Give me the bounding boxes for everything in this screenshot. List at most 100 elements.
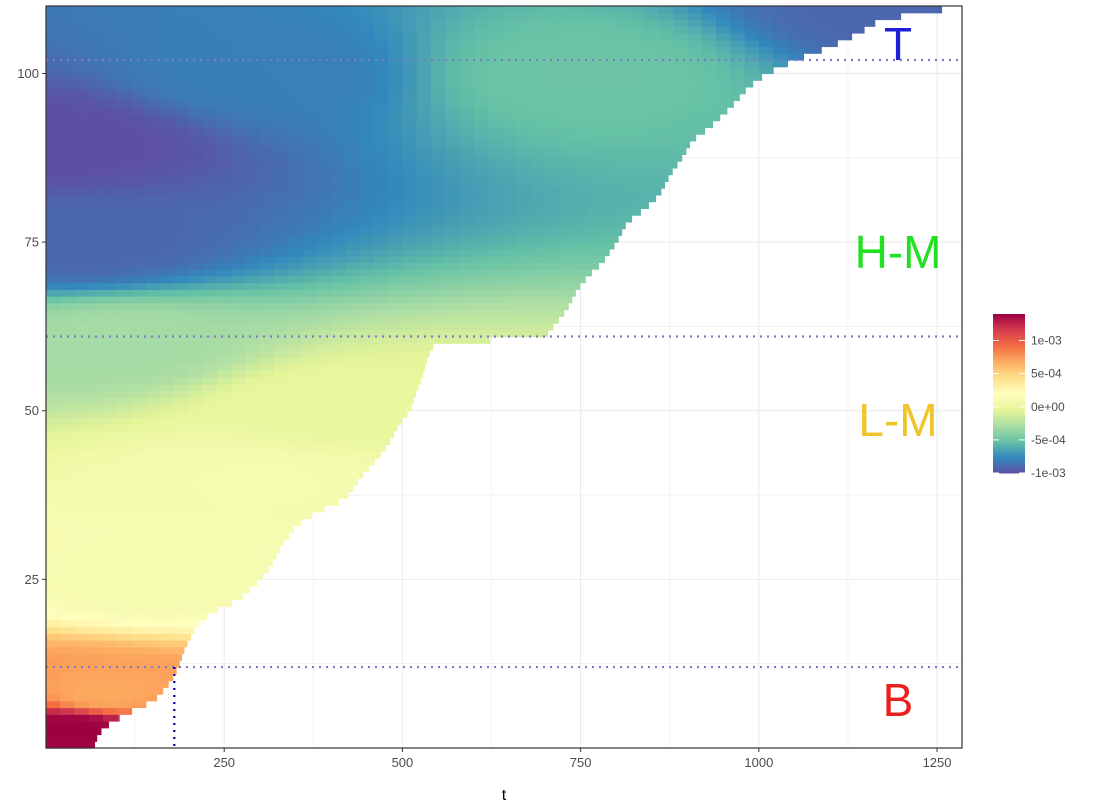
heatmap-cell [345,471,361,479]
heatmap-cell [801,53,804,61]
heatmap-cell [46,424,61,432]
heatmap-cell [416,32,432,41]
heatmap-cell [530,66,546,75]
heatmap-cell [359,228,375,236]
heatmap-cell [131,188,147,196]
heatmap-cell [188,107,204,115]
heatmap-cell [402,32,418,41]
heatmap-cell [217,410,232,419]
heatmap-cell [188,511,204,520]
heatmap-cell [388,59,404,68]
heatmap-cell [259,336,275,344]
heatmap-cell [302,242,318,250]
heatmap-cell [316,80,332,88]
heatmap-cell [388,262,404,270]
heatmap-cell [103,572,118,580]
heatmap-cell [117,100,133,108]
heatmap-cell [245,248,261,257]
heatmap-cell [74,410,90,419]
colorbar-segment [993,467,1025,470]
heatmap-cell [630,100,646,108]
heatmap-cell [744,73,760,81]
heatmap-cell [559,154,575,162]
heatmap-cell [402,275,418,284]
heatmap-cell [502,228,518,236]
heatmap-cell [174,640,188,648]
heatmap-cell [202,289,218,297]
heatmap-cell [188,228,204,236]
heatmap-cell [430,161,446,169]
heatmap-cell [288,491,304,500]
heatmap-cell [217,403,232,412]
heatmap-cell [259,417,275,425]
heatmap-cell [288,6,304,14]
heatmap-cell [416,383,419,392]
heatmap-cell [245,336,261,344]
heatmap-cell [288,471,304,479]
heatmap-cell [744,39,760,48]
heatmap-cell [331,100,346,108]
heatmap-cell [160,26,175,34]
heatmap-cell [673,107,689,115]
heatmap-cell [160,174,175,182]
heatmap-cell [516,302,532,311]
heatmap-cell [445,316,461,324]
heatmap-cell [217,484,232,493]
heatmap-cell [673,93,689,102]
colorbar-segment [993,425,1025,428]
heatmap-cell [88,538,104,547]
heatmap-cell [502,242,518,250]
heatmap-cell [202,579,218,587]
heatmap-cell [459,329,475,338]
heatmap-cell [245,39,261,48]
heatmap-cell [103,188,118,196]
heatmap-cell [103,174,118,182]
heatmap-cell [217,592,232,601]
heatmap-cell [359,403,375,412]
heatmap-cell [160,107,175,115]
heatmap-cell [416,275,432,284]
heatmap-cell [359,120,375,129]
heatmap-cell [274,471,289,479]
heatmap-cell [345,113,361,122]
heatmap-cell [117,626,133,634]
heatmap-cell [103,275,118,284]
heatmap-cell [630,127,646,135]
heatmap-cell [673,100,689,108]
heatmap-cell [302,134,318,142]
heatmap-cell [74,242,90,250]
heatmap-cell [259,525,275,533]
heatmap-cell [416,235,432,243]
heatmap-cell [502,188,518,196]
heatmap-cell [245,370,261,378]
heatmap-cell [602,208,617,216]
heatmap-cell [46,464,61,473]
heatmap-cell [302,437,318,446]
heatmap-cell [103,113,118,122]
heatmap-cell [316,390,332,398]
heatmap-cell [117,417,133,425]
heatmap-cell [630,73,646,81]
heatmap-cell [502,269,518,277]
heatmap-cell [316,437,332,446]
heatmap-cell [402,161,418,169]
heatmap-cell [274,12,289,21]
heatmap-cell [103,444,118,452]
heatmap-cell [145,93,161,102]
heatmap-cell [259,437,275,446]
heatmap-cell [373,32,389,41]
heatmap-cell [345,73,361,81]
heatmap-cell [174,296,190,304]
heatmap-cell [131,12,147,21]
heatmap-cell [60,383,76,392]
heatmap-cell [88,478,104,486]
heatmap-cell [231,113,247,122]
heatmap-cell [46,73,61,81]
heatmap-cell [787,12,803,21]
heatmap-cell [160,397,175,405]
heatmap-cell [217,147,232,155]
heatmap-cell [60,673,76,682]
heatmap-cell [473,289,489,297]
heatmap-cell [302,377,318,385]
heatmap-cell [373,370,389,378]
